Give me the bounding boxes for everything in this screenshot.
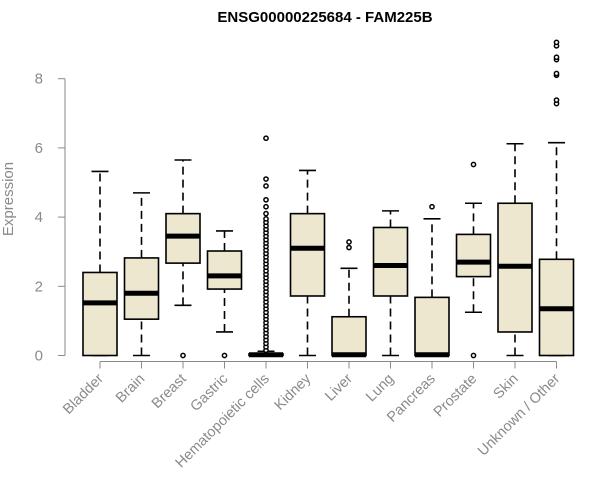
- outlier-point: [346, 239, 352, 245]
- outlier-point: [263, 203, 269, 210]
- box-body: [372, 226, 409, 297]
- x-tick-label: Bladder: [60, 371, 107, 418]
- y-tick-label: 0: [35, 348, 43, 365]
- box-body: [331, 315, 367, 357]
- outlier-point: [180, 352, 186, 359]
- box-body: [82, 271, 118, 357]
- chart-title: ENSG00000225684 - FAM225B: [217, 9, 432, 26]
- boxes-group: [82, 39, 575, 359]
- box-bladder: [82, 170, 118, 357]
- y-tick-label: 8: [35, 71, 43, 88]
- box-unknown-other: [538, 39, 575, 357]
- outlier-point: [263, 183, 269, 189]
- box-hematopoietic-cells: [248, 135, 284, 358]
- outlier-point: [221, 352, 228, 359]
- box-pancreas: [414, 203, 450, 358]
- box-body: [123, 257, 160, 320]
- y-axis-label: Expression: [0, 162, 17, 236]
- outlier-point: [553, 54, 560, 61]
- x-tick-label: Prostate: [431, 371, 480, 420]
- outlier-point: [263, 210, 269, 217]
- x-tick-label: Breast: [149, 371, 190, 412]
- y-tick-label: 6: [35, 140, 43, 157]
- outlier-point: [470, 352, 477, 359]
- box-lung: [372, 210, 409, 357]
- box-body: [414, 296, 450, 357]
- outlier-point: [553, 97, 560, 104]
- outlier-point: [553, 70, 560, 77]
- outlier-point: [553, 39, 560, 46]
- y-tick-label: 2: [35, 278, 43, 295]
- outlier-point: [470, 161, 477, 168]
- box-kidney: [289, 169, 326, 357]
- y-tick-label: 4: [35, 209, 43, 226]
- x-tick-label: Brain: [113, 371, 148, 406]
- box-skin: [497, 142, 533, 357]
- box-brain: [123, 192, 160, 357]
- outlier-point: [429, 203, 435, 210]
- box-gastric: [206, 230, 243, 359]
- outlier-point: [263, 196, 269, 203]
- outlier-point: [263, 135, 269, 142]
- x-tick-label: Skin: [491, 371, 522, 402]
- x-tick-label: Lung: [363, 371, 397, 405]
- y-axis: 0 2 4 6 8: [35, 71, 66, 365]
- outlier-point: [263, 215, 269, 222]
- outlier-point: [263, 176, 269, 182]
- box-prostate: [455, 161, 492, 359]
- box-breast: [165, 159, 201, 359]
- box-body: [455, 233, 492, 278]
- outlier-point: [346, 244, 352, 251]
- box-body: [206, 250, 243, 290]
- x-tick-label: Liver: [322, 371, 356, 405]
- box-body: [289, 212, 326, 297]
- box-liver: [331, 239, 367, 358]
- x-tick-label: Kidney: [272, 370, 315, 413]
